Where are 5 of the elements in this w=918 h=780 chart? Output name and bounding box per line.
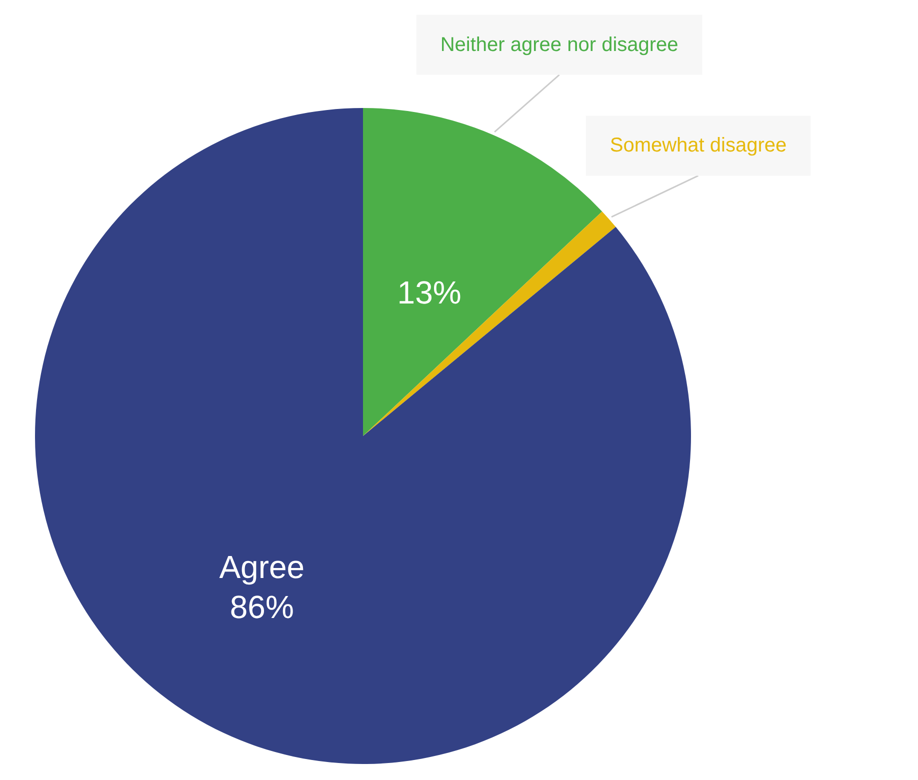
data-label: 13% xyxy=(397,274,462,311)
slice-label: Neither agree nor disagree xyxy=(440,34,678,56)
data-label: 86% xyxy=(230,589,294,626)
slice-label: Agree xyxy=(219,549,305,586)
slice-label: Somewhat disagree xyxy=(610,134,787,157)
